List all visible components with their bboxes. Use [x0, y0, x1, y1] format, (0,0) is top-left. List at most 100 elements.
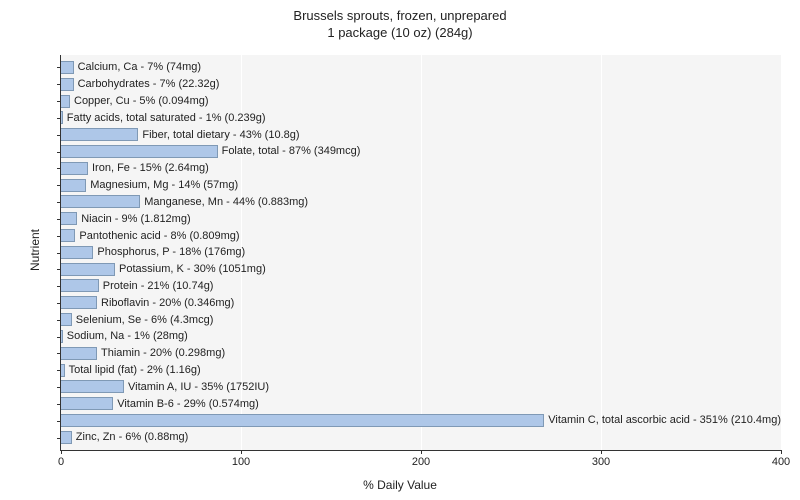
y-tick-mark — [57, 236, 61, 237]
bar — [61, 431, 72, 444]
bar — [61, 179, 86, 192]
y-tick-mark — [57, 185, 61, 186]
bar-row: Vitamin B-6 - 29% (0.574mg) — [61, 397, 781, 411]
bar-row: Selenium, Se - 6% (4.3mcg) — [61, 313, 781, 327]
bar-row: Riboflavin - 20% (0.346mg) — [61, 296, 781, 310]
bar-label: Vitamin A, IU - 35% (1752IU) — [128, 381, 269, 393]
x-tick-mark — [241, 450, 242, 454]
bar-row: Fiber, total dietary - 43% (10.8g) — [61, 128, 781, 142]
title-line2: 1 package (10 oz) (284g) — [327, 25, 472, 40]
bar-row: Phosphorus, P - 18% (176mg) — [61, 245, 781, 259]
bar-label: Manganese, Mn - 44% (0.883mg) — [144, 196, 308, 208]
bar-row: Vitamin C, total ascorbic acid - 351% (2… — [61, 413, 781, 427]
y-tick-mark — [57, 337, 61, 338]
x-tick-label: 200 — [412, 456, 430, 468]
bar-label: Calcium, Ca - 7% (74mg) — [78, 61, 201, 73]
bar-row: Iron, Fe - 15% (2.64mg) — [61, 161, 781, 175]
bars-group: Calcium, Ca - 7% (74mg) Carbohydrates - 7… — [61, 59, 781, 446]
bar-label: Thiamin - 20% (0.298mg) — [101, 347, 225, 359]
y-tick-mark — [57, 421, 61, 422]
y-tick-mark — [57, 269, 61, 270]
nutrient-chart: Brussels sprouts, frozen, unprepared 1 p… — [0, 0, 800, 500]
bar — [61, 195, 140, 208]
bar-label: Fiber, total dietary - 43% (10.8g) — [142, 129, 299, 141]
title-line1: Brussels sprouts, frozen, unprepared — [293, 8, 506, 23]
bar — [61, 347, 97, 360]
bar — [61, 162, 88, 175]
bar — [61, 61, 74, 74]
bar — [61, 111, 63, 124]
bar-row: Pantothenic acid - 8% (0.809mg) — [61, 229, 781, 243]
bar-label: Carbohydrates - 7% (22.32g) — [78, 78, 220, 90]
bar-label: Total lipid (fat) - 2% (1.16g) — [69, 364, 201, 376]
bar — [61, 279, 99, 292]
y-tick-mark — [57, 168, 61, 169]
bar-label: Riboflavin - 20% (0.346mg) — [101, 297, 234, 309]
bar — [61, 380, 124, 393]
bar — [61, 414, 544, 427]
bar — [61, 397, 113, 410]
y-tick-mark — [57, 320, 61, 321]
x-tick-label: 0 — [58, 456, 64, 468]
bar-label: Folate, total - 87% (349mcg) — [222, 145, 361, 157]
chart-title: Brussels sprouts, frozen, unprepared 1 p… — [0, 0, 800, 42]
bar — [61, 263, 115, 276]
bar-row: Zinc, Zn - 6% (0.88mg) — [61, 430, 781, 444]
bar-label: Protein - 21% (10.74g) — [103, 280, 214, 292]
bar-row: Fatty acids, total saturated - 1% (0.239… — [61, 111, 781, 125]
bar — [61, 128, 138, 141]
bar-row: Total lipid (fat) - 2% (1.16g) — [61, 363, 781, 377]
bar-row: Copper, Cu - 5% (0.094mg) — [61, 94, 781, 108]
bar-label: Zinc, Zn - 6% (0.88mg) — [76, 431, 188, 443]
bar-row: Potassium, K - 30% (1051mg) — [61, 262, 781, 276]
y-tick-mark — [57, 152, 61, 153]
y-tick-mark — [57, 370, 61, 371]
y-tick-mark — [57, 353, 61, 354]
bar-label: Vitamin B-6 - 29% (0.574mg) — [117, 398, 259, 410]
bar-label: Sodium, Na - 1% (28mg) — [67, 330, 188, 342]
bar-row: Carbohydrates - 7% (22.32g) — [61, 77, 781, 91]
bar — [61, 95, 70, 108]
bar — [61, 212, 77, 225]
x-axis-label: % Daily Value — [0, 478, 800, 492]
bar — [61, 330, 63, 343]
bar — [61, 78, 74, 91]
x-tick-mark — [421, 450, 422, 454]
bar-label: Niacin - 9% (1.812mg) — [81, 213, 190, 225]
y-tick-mark — [57, 303, 61, 304]
y-tick-mark — [57, 118, 61, 119]
bar-row: Manganese, Mn - 44% (0.883mg) — [61, 195, 781, 209]
bar-row: Calcium, Ca - 7% (74mg) — [61, 60, 781, 74]
bar-label: Fatty acids, total saturated - 1% (0.239… — [67, 112, 266, 124]
bar — [61, 313, 72, 326]
bar — [61, 145, 218, 158]
y-tick-mark — [57, 404, 61, 405]
bar-label: Vitamin C, total ascorbic acid - 351% (2… — [548, 414, 781, 426]
y-tick-mark — [57, 67, 61, 68]
x-tick-mark — [61, 450, 62, 454]
bar-label: Magnesium, Mg - 14% (57mg) — [90, 179, 238, 191]
bar — [61, 246, 93, 259]
x-tick-label: 300 — [592, 456, 610, 468]
bar-row: Thiamin - 20% (0.298mg) — [61, 346, 781, 360]
bar-label: Selenium, Se - 6% (4.3mcg) — [76, 314, 214, 326]
bar-label: Iron, Fe - 15% (2.64mg) — [92, 162, 209, 174]
bar-row: Magnesium, Mg - 14% (57mg) — [61, 178, 781, 192]
bar — [61, 296, 97, 309]
y-tick-mark — [57, 135, 61, 136]
bar-row: Niacin - 9% (1.812mg) — [61, 212, 781, 226]
bar-row: Sodium, Na - 1% (28mg) — [61, 329, 781, 343]
plot-area: Calcium, Ca - 7% (74mg) Carbohydrates - 7… — [60, 55, 781, 451]
bar — [61, 364, 65, 377]
bar-row: Folate, total - 87% (349mcg) — [61, 144, 781, 158]
y-tick-mark — [57, 202, 61, 203]
y-tick-mark — [57, 438, 61, 439]
y-axis-label: Nutrient — [28, 229, 42, 271]
bar-label: Phosphorus, P - 18% (176mg) — [97, 246, 245, 258]
bar-label: Pantothenic acid - 8% (0.809mg) — [79, 230, 239, 242]
bar-row: Vitamin A, IU - 35% (1752IU) — [61, 380, 781, 394]
y-tick-mark — [57, 219, 61, 220]
y-tick-mark — [57, 101, 61, 102]
y-tick-mark — [57, 253, 61, 254]
bar-row: Protein - 21% (10.74g) — [61, 279, 781, 293]
